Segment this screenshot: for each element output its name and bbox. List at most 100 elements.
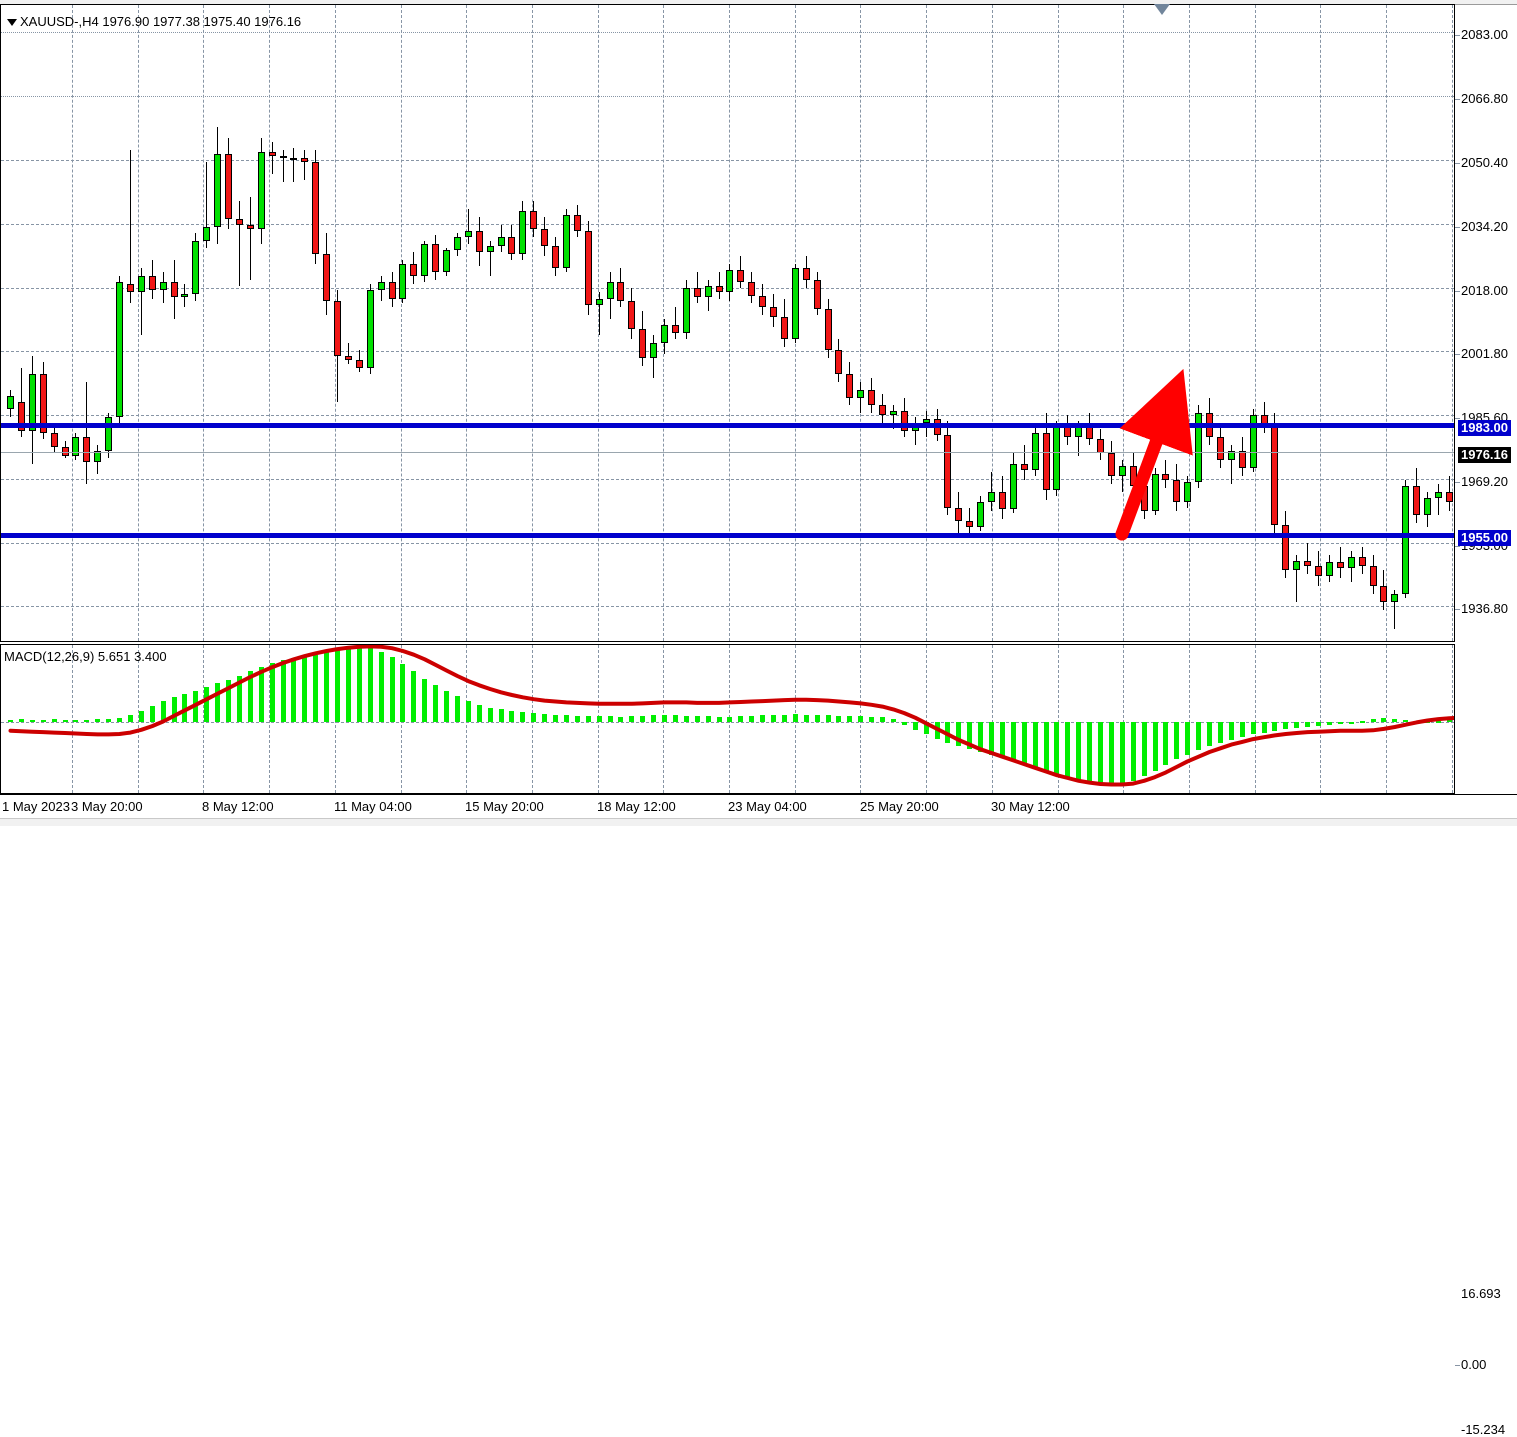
candle-body [802,268,810,280]
macd-histogram-bar [520,712,526,723]
candle-body [1249,415,1257,469]
price-gridline [1,32,1454,34]
macd-histogram-bar [1359,720,1365,723]
candle-body [159,281,167,290]
price-gridline [1,351,1454,353]
candle-body [453,236,461,251]
macd-histogram-bar [651,715,657,723]
price-tag-blue[interactable]: 1983.00 [1458,420,1511,437]
candle-wick [892,405,894,429]
candle-body [1031,432,1039,471]
time-gridline [400,5,402,641]
candle-body [475,230,483,253]
time-axis-label: 15 May 20:00 [465,799,544,814]
candle-body [835,350,843,375]
macd-time-gridline [1254,645,1256,793]
macd-histogram-bar [1185,722,1191,755]
candle-body [72,436,80,457]
macd-histogram-bar [1294,722,1300,728]
candle-wick [1121,460,1123,492]
macd-histogram-bar [171,697,177,723]
macd-histogram-bar [1130,722,1136,781]
macd-axis-label: 16.693 [1461,1286,1501,1301]
macd-histogram-bar [705,716,711,723]
macd-histogram-bar [18,719,24,723]
candle-body [944,434,952,508]
candle-wick [860,381,862,414]
macd-histogram-bar [1076,722,1082,780]
candle-body [595,299,603,306]
price-level-line-support[interactable] [1,533,1454,538]
macd-histogram-bar [258,666,264,723]
time-axis-label: 25 May 20:00 [860,799,939,814]
candle-wick [1437,483,1439,516]
macd-histogram-bar [1337,722,1343,725]
candle-body [1336,562,1344,569]
macd-histogram-bar [912,722,918,730]
macd-histogram-bar [40,719,46,723]
chart-header-text: XAUUSD-,H4 1976.90 1977.38 1975.40 1976.… [20,14,302,29]
candle-body [562,215,570,269]
candle-body [410,264,418,276]
macd-histogram-bar [378,651,384,723]
candle-wick [991,472,992,512]
macd-histogram-bar [345,647,351,723]
candle-body [541,228,549,247]
candle-body [421,244,429,276]
candle-wick [347,342,349,365]
candle-wick [1296,554,1298,602]
candle-wick [1230,444,1232,484]
macd-histogram-bar [640,715,646,723]
price-chart-panel[interactable]: XAUUSD-,H4 1976.90 1977.38 1975.40 1976.… [0,4,1455,642]
price-axis-label: 2034.20 [1461,219,1508,235]
price-level-line-resistance[interactable] [1,423,1454,429]
macd-histogram-bar [847,715,853,723]
time-gridline [269,5,271,641]
price-level-line-current-price[interactable] [1,451,1454,453]
macd-histogram-bar [226,679,231,723]
candle-body [126,283,134,292]
candle-body [61,446,69,457]
candle-body [868,389,876,406]
candle-body [704,285,712,298]
macd-histogram-bar [738,716,744,723]
candle-body [1347,556,1355,569]
price-axis-label: 2018.00 [1461,282,1508,298]
candle-wick [1023,444,1025,481]
price-tag-blue[interactable]: 1955.00 [1458,530,1511,546]
macd-histogram-bar [771,714,776,723]
candle-body [28,374,36,431]
chart-object-marker-icon[interactable] [1154,4,1170,15]
price-tag-black[interactable]: 1976.16 [1458,446,1511,463]
price-axis-tick [1455,545,1460,547]
price-axis[interactable]: 2083.00 2066.80 2050.40 2034.20 2018.00 2001.… [1455,4,1517,642]
macd-histogram-bar [367,648,373,723]
macd-histogram-bar [236,676,242,723]
candle-body [203,226,211,241]
macd-histogram-bar [1065,722,1071,778]
macd-panel[interactable] [0,644,1455,794]
candle-body [1304,560,1312,567]
candle-body [617,281,625,302]
candle-wick [206,162,208,249]
macd-histogram-bar [247,671,253,723]
candle-body [1053,427,1061,490]
candle-wick [129,150,131,304]
macd-axis-tick [1455,1365,1460,1367]
time-axis-label: 8 May 12:00 [202,799,274,814]
macd-histogram-bar [465,701,471,723]
candle-body [606,281,614,300]
price-axis-label: 2083.00 [1461,27,1508,43]
candle-body [1282,525,1290,571]
candle-body [83,436,91,463]
time-gridline [203,5,205,641]
macd-histogram-bar [204,687,210,723]
triangle-down-icon[interactable] [7,19,17,27]
candle-body [977,501,985,528]
price-gridline [1,414,1454,416]
candle-body [1151,474,1159,512]
macd-histogram-bar [193,690,199,723]
candle-body [1391,593,1399,602]
candle-body [552,246,559,269]
macd-histogram-bar [324,651,330,723]
